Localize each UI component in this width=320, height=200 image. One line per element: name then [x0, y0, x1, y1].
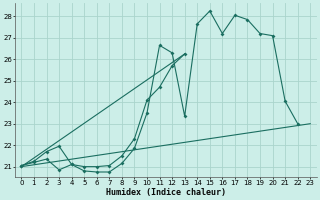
- X-axis label: Humidex (Indice chaleur): Humidex (Indice chaleur): [106, 188, 226, 197]
